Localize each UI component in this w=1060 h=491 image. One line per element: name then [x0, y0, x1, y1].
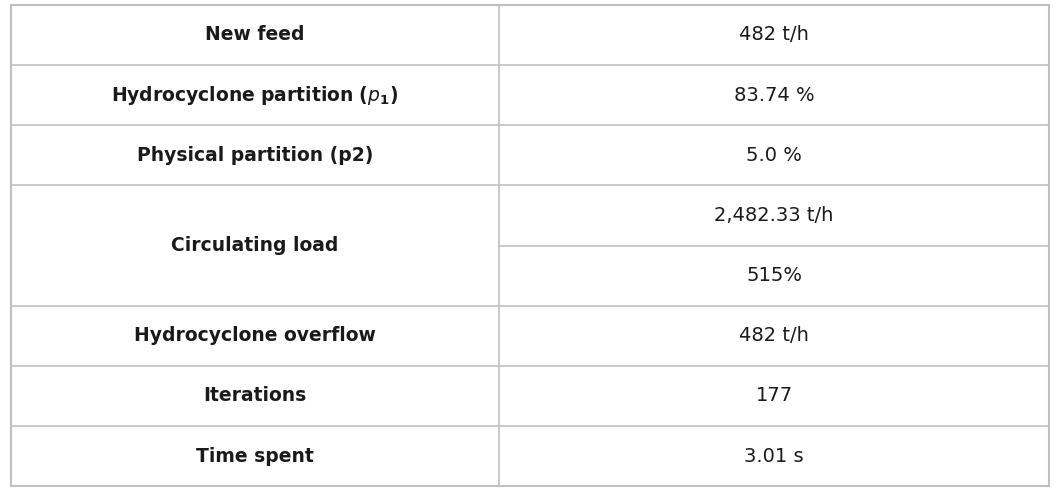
Text: 2,482.33 t/h: 2,482.33 t/h [714, 206, 834, 225]
Text: 3.01 s: 3.01 s [744, 446, 803, 465]
Text: New feed: New feed [205, 26, 304, 45]
Text: 177: 177 [756, 386, 793, 406]
Text: Time spent: Time spent [196, 446, 314, 465]
Text: 482 t/h: 482 t/h [739, 326, 809, 345]
Text: Physical partition (p2): Physical partition (p2) [137, 146, 373, 165]
Text: 482 t/h: 482 t/h [739, 26, 809, 45]
Text: Circulating load: Circulating load [171, 236, 338, 255]
Text: Hydrocyclone overflow: Hydrocyclone overflow [134, 326, 375, 345]
Text: 5.0 %: 5.0 % [746, 146, 802, 165]
Text: $\mathbf{Hydrocyclone\ partition\ (}$$\mathbf{\mathit{p}}_{\mathbf{1}}$$\mathbf{: $\mathbf{Hydrocyclone\ partition\ (}$$\m… [111, 83, 399, 107]
Text: 83.74 %: 83.74 % [734, 85, 814, 105]
Text: 515%: 515% [746, 266, 802, 285]
Text: Iterations: Iterations [204, 386, 306, 406]
